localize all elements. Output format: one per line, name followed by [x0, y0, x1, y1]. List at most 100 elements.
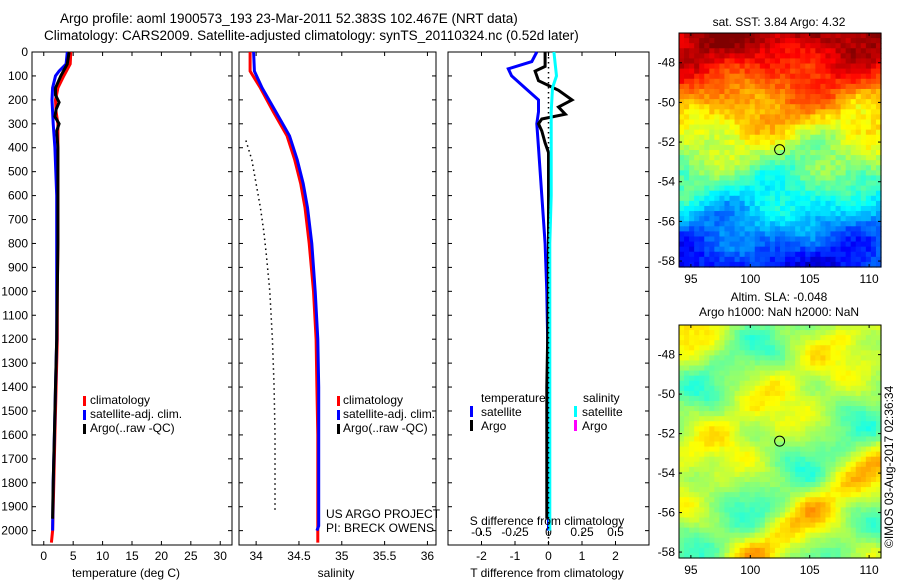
heatmap-cell [790, 73, 796, 80]
heatmap-cell [810, 406, 816, 412]
heatmap-cell [704, 552, 710, 559]
heatmap-cell [754, 476, 761, 483]
heatmap-cell [729, 527, 736, 534]
heatmap-cell [759, 73, 766, 80]
heatmap-cell [795, 119, 801, 126]
heatmap-cell [825, 552, 832, 559]
heatmap-cell [875, 350, 882, 356]
heatmap-cell [739, 119, 746, 126]
heatmap-cell [749, 68, 756, 75]
heatmap-cell [769, 129, 776, 136]
heatmap-cell [759, 175, 766, 182]
heatmap-cell [805, 552, 811, 559]
heatmap-cell [704, 512, 710, 519]
heatmap-cell [845, 542, 852, 549]
heatmap-cell [694, 200, 700, 207]
heatmap-cell [825, 211, 832, 217]
heatmap-cell [835, 385, 842, 392]
heatmap-cell [850, 134, 857, 141]
heatmap-cell [820, 53, 827, 60]
heatmap-cell [865, 99, 872, 105]
heatmap-cell [694, 365, 700, 372]
heatmap-cell [875, 365, 882, 372]
heatmap-cell [684, 497, 690, 503]
heatmap-cell [865, 436, 872, 443]
x-tick-label: -2 [476, 549, 487, 563]
legend-swatch-climatology [337, 396, 340, 406]
heatmap-cell [865, 195, 872, 202]
heatmap-cell [769, 380, 776, 387]
heatmap-cell [785, 104, 791, 110]
heatmap-cell [754, 246, 761, 253]
heatmap-cell [759, 360, 766, 367]
heatmap-cell [785, 466, 791, 473]
heatmap-cell [689, 497, 695, 503]
heatmap-cell [865, 256, 872, 263]
heatmap-cell [724, 330, 731, 336]
heatmap-cell [744, 124, 751, 131]
heatmap-cell [810, 185, 816, 192]
heatmap-cell [709, 241, 715, 248]
heatmap-cell [785, 436, 791, 443]
heatmap-cell [875, 547, 882, 554]
heatmap-cell [689, 200, 695, 207]
heatmap-cell [845, 446, 852, 453]
heatmap-cell [704, 451, 710, 458]
heatmap-cell [764, 104, 771, 110]
heatmap-cell [835, 406, 842, 412]
heatmap-cell [689, 335, 695, 341]
heatmap-cell [734, 537, 741, 544]
heatmap-cell [780, 155, 786, 161]
heatmap-cell [870, 48, 877, 54]
heatmap-cell [805, 216, 811, 222]
heatmap-cell [820, 155, 827, 161]
heatmap-cell [744, 78, 751, 85]
heatmap-cell [774, 99, 781, 105]
heatmap-cell [855, 246, 862, 253]
heatmap-cell [805, 134, 811, 141]
heatmap-cell [774, 53, 781, 60]
heatmap-cell [800, 527, 806, 534]
heatmap-cell [790, 144, 796, 151]
heatmap-cell [769, 476, 776, 483]
heatmap-cell [850, 139, 857, 146]
heatmap-cell [850, 380, 857, 387]
heatmap-cell [845, 33, 852, 39]
heatmap-cell [769, 355, 776, 362]
heatmap-cell [694, 129, 700, 136]
heatmap-cell [769, 411, 776, 417]
heatmap-cell [800, 512, 806, 519]
heatmap-cell [749, 487, 756, 493]
heatmap-cell [850, 355, 857, 362]
heatmap-cell [699, 251, 705, 258]
heatmap-cell [805, 94, 811, 100]
heatmap-cell [719, 48, 726, 54]
heatmap-cell [830, 241, 837, 248]
heatmap-cell [734, 241, 741, 248]
heatmap-cell [719, 547, 726, 554]
heatmap-cell [875, 185, 882, 192]
heatmap-cell [830, 411, 837, 417]
heatmap-cell [744, 552, 751, 559]
heatmap-cell [699, 221, 705, 227]
heatmap-cell [845, 441, 852, 448]
heatmap-cell [714, 385, 720, 392]
heatmap-cell [855, 88, 862, 95]
heatmap-cell [734, 195, 741, 202]
heatmap-cell [749, 221, 756, 227]
heatmap-cell [714, 497, 720, 503]
heatmap-cell [739, 547, 746, 554]
heatmap-cell [795, 537, 801, 544]
heatmap-cell [764, 221, 771, 227]
heatmap-cell [759, 99, 766, 105]
heatmap-cell [714, 426, 720, 432]
heatmap-cell [810, 195, 816, 202]
heatmap-cell [805, 451, 811, 458]
heatmap-cell [689, 175, 695, 182]
heatmap-cell [764, 552, 771, 559]
heatmap-cell [865, 365, 872, 372]
heatmap-cell [830, 385, 837, 392]
heatmap-cell [805, 205, 811, 212]
heatmap-cell [724, 246, 731, 253]
heatmap-cell [870, 205, 877, 212]
